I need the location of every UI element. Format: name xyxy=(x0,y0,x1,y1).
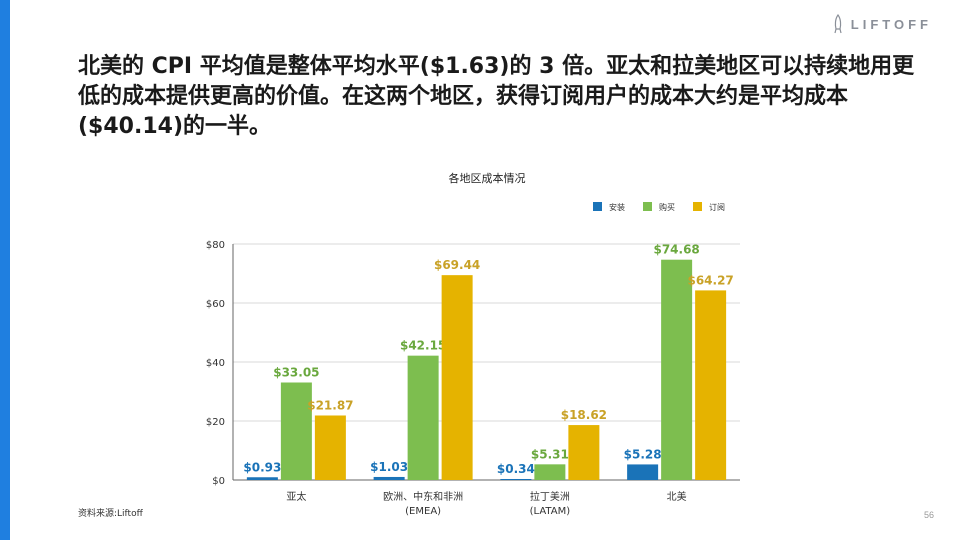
data-label: $64.27 xyxy=(687,273,733,287)
legend-swatch-1 xyxy=(643,202,652,211)
data-label: $5.28 xyxy=(624,447,662,461)
source-note: 资料来源:Liftoff xyxy=(78,509,143,519)
x-tick-label: 北美 xyxy=(667,490,687,503)
x-tick-label: 拉丁美洲 xyxy=(530,490,570,503)
brand-logo: LIFTOFF xyxy=(833,14,932,34)
y-tick-label: $40 xyxy=(206,358,225,369)
legend-label-2: 订阅 xyxy=(709,202,725,212)
legend-label-0: 安装 xyxy=(609,202,625,212)
x-tick-label: (EMEA) xyxy=(405,506,441,517)
chart-title: 各地区成本情况 xyxy=(449,171,526,185)
y-tick-label: $0 xyxy=(212,476,225,487)
legend-label-1: 购买 xyxy=(659,202,675,212)
bar-订阅 xyxy=(441,275,473,480)
bar-安装 xyxy=(246,477,278,480)
bar-购买 xyxy=(534,464,566,480)
data-label: $21.87 xyxy=(307,398,353,412)
legend-swatch-0 xyxy=(593,202,602,211)
data-label: $5.31 xyxy=(531,447,569,461)
data-label: $42.15 xyxy=(400,339,446,353)
rocket-icon xyxy=(834,14,842,34)
bar-订阅 xyxy=(695,290,727,480)
y-tick-label: $80 xyxy=(206,240,225,251)
x-tick-label: 欧洲、中东和非洲 xyxy=(383,490,463,503)
data-label: $69.44 xyxy=(434,258,480,272)
accent-bar xyxy=(0,0,10,540)
y-tick-label: $20 xyxy=(206,417,225,428)
x-tick-label: 亚太 xyxy=(286,490,306,503)
bar-订阅 xyxy=(568,425,600,480)
data-label: $74.68 xyxy=(653,243,699,257)
bar-安装 xyxy=(627,464,659,480)
bar-安装 xyxy=(500,478,532,480)
bar-购买 xyxy=(280,382,312,480)
data-label: $0.34 xyxy=(497,462,535,476)
legend-swatch-2 xyxy=(693,202,702,211)
bar-安装 xyxy=(373,476,405,480)
data-label: $0.93 xyxy=(243,460,281,474)
bar-购买 xyxy=(407,355,439,480)
bar-订阅 xyxy=(314,415,346,480)
page-number: 56 xyxy=(923,510,934,520)
data-label: $1.03 xyxy=(370,460,408,474)
brand-name: LIFTOFF xyxy=(850,16,932,32)
y-tick-label: $60 xyxy=(206,299,225,310)
bar-购买 xyxy=(661,259,693,480)
data-label: $33.05 xyxy=(273,366,319,380)
x-tick-label: (LATAM) xyxy=(530,506,571,517)
data-label: $18.62 xyxy=(561,408,607,422)
page-headline: 北美的 CPI 平均值是整体平均水平($1.63)的 3 倍。亚太和拉美地区可以… xyxy=(78,54,915,139)
